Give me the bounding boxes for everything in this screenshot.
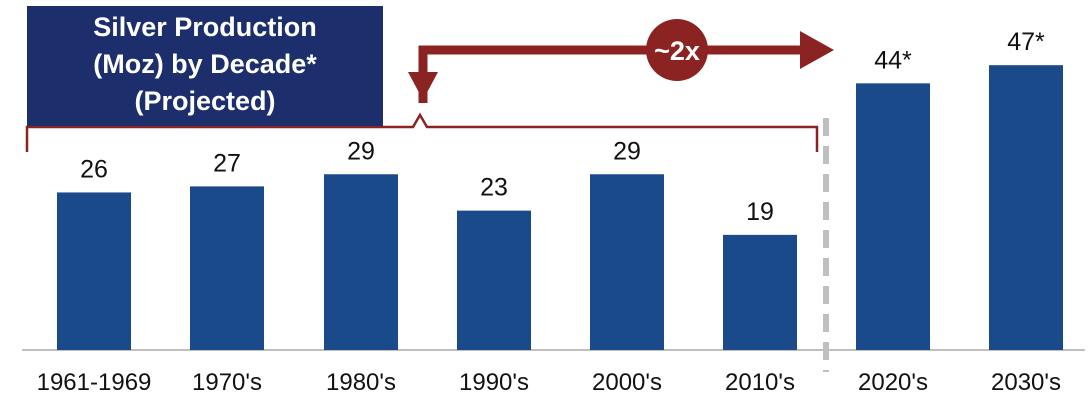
- chart-title-line-1: Silver Production: [93, 12, 317, 42]
- value-label: 23: [480, 174, 508, 202]
- bar-1990's: [457, 210, 531, 350]
- value-label: 29: [613, 137, 641, 165]
- bar-2020's: [856, 83, 930, 351]
- bar-1970's: [190, 186, 264, 350]
- chart-title-line-2: (Moz) by Decade*: [93, 49, 317, 79]
- bar-2030's: [989, 65, 1063, 351]
- value-label: 29: [347, 137, 375, 165]
- bar-1980's: [324, 174, 398, 350]
- value-label: 47*: [1007, 28, 1045, 56]
- bar-2010's: [723, 234, 797, 350]
- chart-title-box: Silver Production (Moz) by Decade* (Proj…: [27, 6, 383, 126]
- value-label: 19: [746, 198, 774, 226]
- bar-2000's: [590, 174, 664, 350]
- value-label: 44*: [874, 46, 912, 74]
- value-label: 26: [80, 155, 108, 183]
- x-tick-label: 2000's: [592, 369, 662, 396]
- x-tick-label: 2020's: [858, 369, 928, 396]
- down-arrowhead: [408, 72, 438, 100]
- right-arrowhead: [800, 31, 834, 69]
- value-label: 27: [213, 149, 241, 177]
- x-tick-label: 2030's: [991, 369, 1061, 396]
- x-tick-label: 1970's: [192, 369, 262, 396]
- x-tick-label: 2010's: [725, 369, 795, 396]
- historical-bracket: [25, 112, 819, 152]
- x-tick-label: 1980's: [326, 369, 396, 396]
- bar-1961-1969: [57, 192, 131, 350]
- x-tick-label: 1961-1969: [37, 369, 152, 396]
- multiplier-label: ~2x: [654, 36, 700, 66]
- comparison-arrow-line: [418, 45, 805, 103]
- multiplier-badge: [646, 19, 708, 81]
- x-tick-label: 1990's: [459, 369, 529, 396]
- chart-title-line-3: (Projected): [134, 86, 276, 116]
